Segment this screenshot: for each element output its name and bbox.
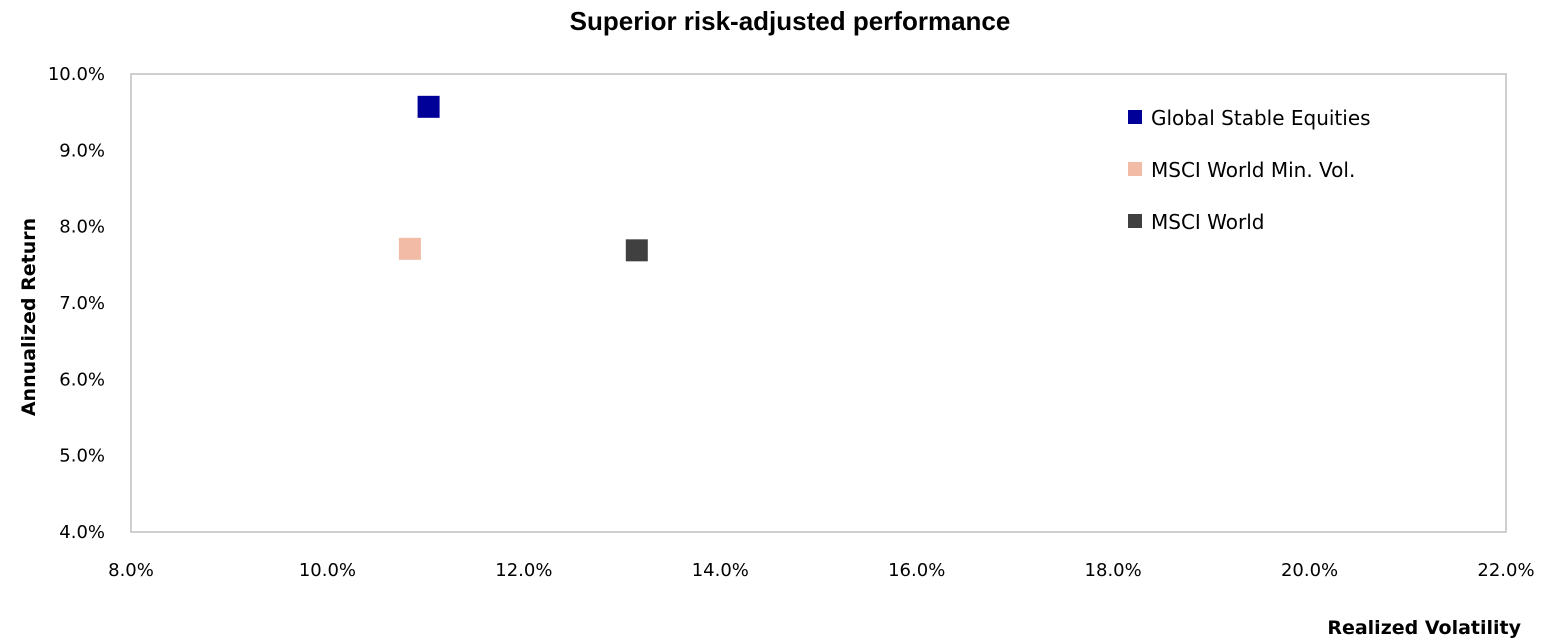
x-tick-label: 20.0%	[1281, 560, 1338, 581]
y-tick-label: 6.0%	[59, 369, 105, 390]
y-tick-label: 7.0%	[59, 293, 105, 314]
y-tick-label: 4.0%	[59, 522, 105, 543]
x-tick-label: 14.0%	[692, 560, 749, 581]
y-tick-label: 5.0%	[59, 446, 105, 467]
legend: Global Stable Equities MSCI World Min. Vo…	[1128, 106, 1371, 234]
x-tick-label: 18.0%	[1085, 560, 1142, 581]
legend-label: Global Stable Equities	[1151, 106, 1371, 130]
plot-area	[130, 73, 1507, 533]
y-tick-label: 8.0%	[59, 217, 105, 238]
legend-label: MSCI World Min. Vol.	[1151, 158, 1355, 182]
data-point	[625, 239, 648, 262]
y-tick-label: 10.0%	[48, 64, 105, 85]
chart-title: Superior risk-adjusted performance	[570, 6, 1011, 36]
data-points	[398, 95, 648, 262]
y-axis-ticks: 10.0% 9.0% 8.0% 7.0% 6.0% 5.0% 4.0%	[48, 64, 105, 543]
legend-marker	[1128, 214, 1142, 228]
x-axis-title: Realized Volatility	[1327, 617, 1521, 639]
data-point	[417, 95, 440, 118]
legend-marker	[1128, 110, 1142, 124]
x-tick-label: 22.0%	[1477, 560, 1534, 581]
data-point	[398, 237, 421, 260]
x-tick-label: 10.0%	[299, 560, 356, 581]
x-tick-label: 12.0%	[495, 560, 552, 581]
legend-marker	[1128, 162, 1142, 176]
legend-label: MSCI World	[1151, 210, 1265, 234]
x-tick-label: 16.0%	[888, 560, 945, 581]
x-axis-ticks: 8.0% 10.0% 12.0% 14.0% 16.0% 18.0% 20.0% 22.0%	[108, 560, 1534, 581]
x-tick-label: 8.0%	[108, 560, 154, 581]
y-axis-title: Annualized Return	[18, 218, 40, 416]
y-tick-label: 9.0%	[59, 140, 105, 161]
